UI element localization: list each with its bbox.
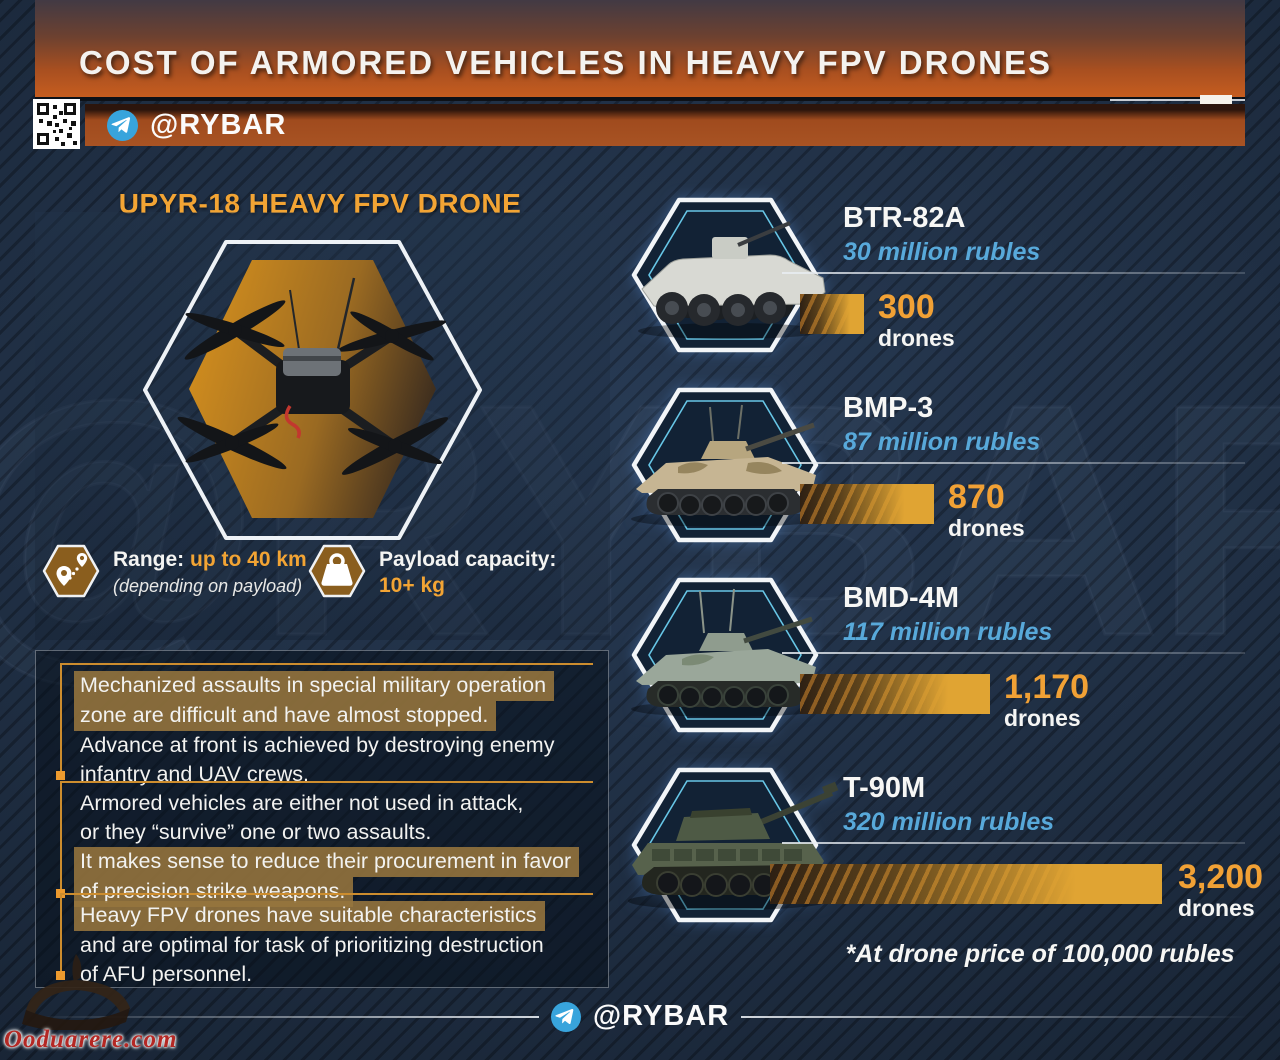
drone-count-bar	[800, 294, 864, 334]
qr-code	[33, 99, 80, 149]
vehicle-row-t90m: T-90M 320 million rubles 3,200 drones	[628, 767, 1263, 939]
payload-value: 10+ kg	[379, 574, 445, 597]
range-spec: Range: up to 40 km (depending on payload…	[42, 544, 307, 599]
range-value: up to 40 km	[190, 548, 307, 571]
drone-count: 3,200	[1178, 858, 1264, 896]
vehicle-row-bmp3: BMP-3 87 million rubles 870 drones	[630, 387, 1245, 559]
drone-units: drones	[948, 515, 1025, 541]
payload-spec: Payload capacity: 10+ kg	[308, 544, 556, 599]
footer-line-left	[30, 1015, 539, 1018]
vehicle-hexagon	[630, 577, 821, 733]
channel-bar: @RYBAR	[85, 104, 1245, 146]
note-line: Mechanized assaults in special military …	[74, 671, 555, 701]
vehicle-hexagon	[630, 387, 821, 543]
note-block: Heavy FPV drones have suitable character…	[56, 893, 593, 989]
vehicle-image-bmd4m	[631, 588, 821, 717]
notes-panel: Mechanized assaults in special military …	[35, 650, 609, 988]
site-watermark-text: Ooduarere.com	[4, 1026, 178, 1053]
telegram-icon	[107, 109, 138, 141]
drone-image	[177, 277, 449, 475]
footer-channel-handle: @RYBAR	[592, 1000, 730, 1032]
vehicle-name: BMD-4M	[843, 582, 959, 614]
range-note: (depending on payload)	[113, 576, 303, 596]
drone-count: 300	[878, 288, 935, 326]
note-block: Armored vehicles are either not used in …	[56, 781, 593, 907]
drone-units: drones	[878, 325, 955, 351]
note-line: Heavy FPV drones have suitable character…	[74, 901, 545, 931]
vehicle-row-btr82a: BTR-82A 30 million rubles 300 drones	[630, 197, 1245, 369]
weight-icon	[308, 544, 366, 598]
drone-units: drones	[1178, 895, 1255, 921]
vehicle-image-bmp3	[631, 404, 821, 527]
drone-count-label: 3,200 drones	[1178, 860, 1263, 920]
channel-handle: @RYBAR	[150, 108, 287, 141]
note-line: It makes sense to reduce their procureme…	[74, 847, 580, 877]
route-pin-icon	[42, 544, 100, 598]
vehicle-cost: 320 million rubles	[843, 808, 1055, 836]
note-block: Mechanized assaults in special military …	[56, 663, 593, 789]
row-divider-line	[782, 652, 1245, 654]
note-line: Armored vehicles are either not used in …	[80, 791, 524, 815]
note-line: zone are difficult and have almost stopp…	[74, 701, 497, 731]
drone-count-bar	[800, 674, 990, 714]
footer-line-right	[741, 1015, 1251, 1018]
row-divider-line	[782, 462, 1245, 464]
vehicle-name: BMP-3	[843, 392, 934, 424]
telegram-icon	[550, 1001, 581, 1032]
vehicle-cost: 87 million rubles	[843, 428, 1041, 456]
hexagon-outline	[143, 240, 482, 540]
header-decor-dash	[1200, 95, 1232, 104]
vehicle-name: BTR-82A	[843, 202, 966, 234]
vehicle-image-btr82a	[638, 221, 826, 339]
note-line: Advance at front is achieved by destroyi…	[80, 733, 555, 757]
footer: @RYBAR	[0, 1000, 1280, 1033]
header-banner: COST OF ARMORED VEHICLES IN HEAVY FPV DR…	[35, 0, 1245, 101]
drone-count: 1,170	[1004, 668, 1090, 706]
vehicle-cost: 30 million rubles	[843, 238, 1041, 266]
payload-label: Payload capacity:	[379, 548, 557, 571]
range-label: Range:	[113, 548, 185, 571]
vehicle-cost: 117 million rubles	[843, 618, 1053, 646]
vehicle-row-bmd4m: BMD-4M 117 million rubles 1,170 drones	[630, 577, 1245, 749]
drone-title: UPYR-18 HEAVY FPV DRONE	[118, 188, 522, 219]
drone-count-bar	[770, 864, 1162, 904]
header-decor-line	[1110, 99, 1245, 101]
drone-count-label: 870 drones	[948, 480, 1025, 540]
note-line: of AFU personnel.	[80, 962, 253, 986]
note-line: and are optimal for task of prioritizing…	[80, 933, 544, 957]
row-divider-line	[782, 272, 1245, 274]
vehicle-hexagon	[630, 197, 826, 353]
vehicle-name: T-90M	[843, 772, 926, 804]
site-watermark-art	[22, 954, 130, 1030]
drone-count: 870	[948, 478, 1005, 516]
row-divider-line	[782, 842, 1245, 844]
drone-count-label: 1,170 drones	[1004, 670, 1089, 730]
drone-hexagon-image	[143, 240, 482, 540]
drone-count-label: 300 drones	[878, 290, 955, 350]
page-title: COST OF ARMORED VEHICLES IN HEAVY FPV DR…	[79, 44, 1052, 81]
price-footnote: *At drone price of 100,000 rubles	[845, 940, 1235, 968]
drone-units: drones	[1004, 705, 1081, 731]
note-line: or they “survive” one or two assaults.	[80, 820, 432, 844]
drone-count-bar	[800, 484, 934, 524]
